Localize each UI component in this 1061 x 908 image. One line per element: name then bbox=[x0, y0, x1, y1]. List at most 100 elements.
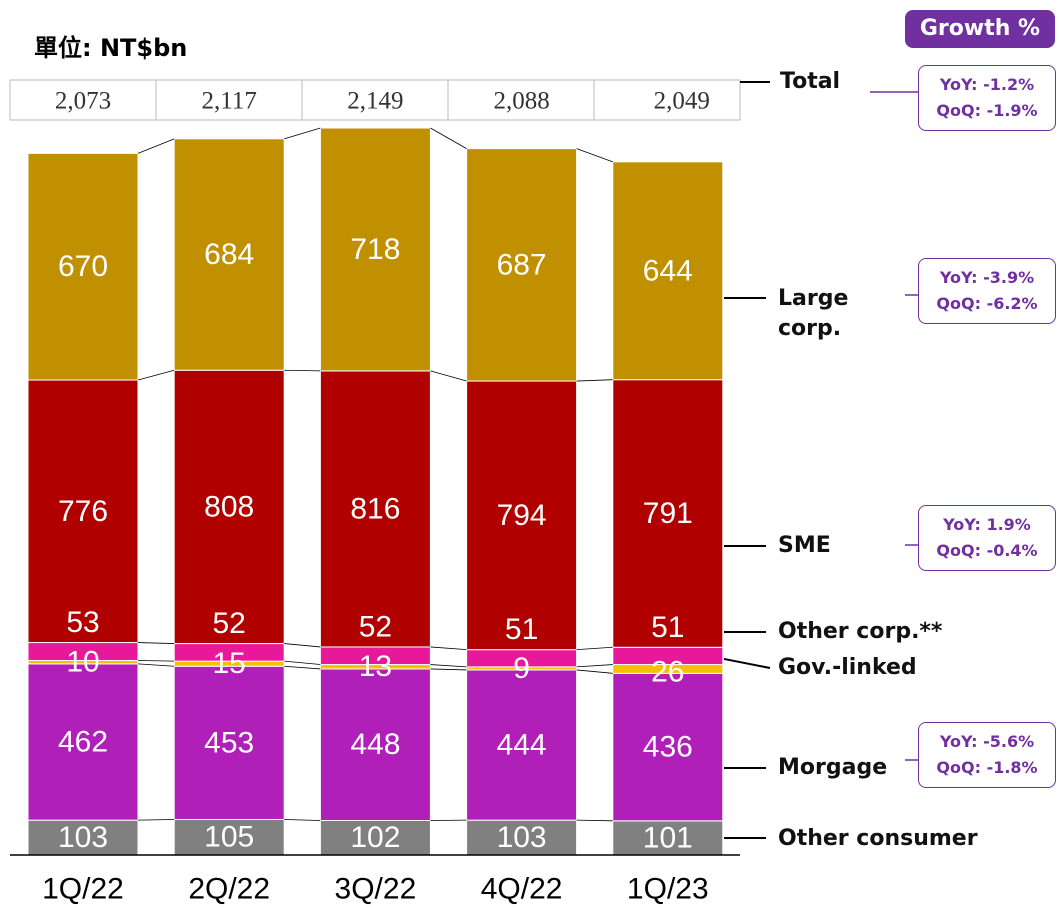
value-label: 687 bbox=[497, 248, 547, 281]
legend-label: Large corp. bbox=[778, 286, 849, 341]
value-label: 51 bbox=[651, 611, 684, 644]
value-label: 462 bbox=[58, 726, 108, 759]
legend-label: SME bbox=[778, 533, 831, 558]
growth-box: YoY: -5.6% QoQ: -1.8% bbox=[918, 722, 1056, 788]
connector bbox=[284, 665, 321, 670]
connector bbox=[576, 379, 613, 382]
totals-box bbox=[9, 79, 741, 121]
value-label: 52 bbox=[359, 610, 392, 643]
value-label: 26 bbox=[651, 655, 684, 688]
bar-segment bbox=[612, 161, 724, 381]
value-label: 53 bbox=[66, 606, 99, 639]
value-label: 670 bbox=[58, 250, 108, 283]
value-label: 808 bbox=[204, 490, 254, 523]
connector bbox=[137, 663, 175, 667]
bar-segment bbox=[27, 663, 139, 821]
value-label: 718 bbox=[350, 233, 400, 266]
connector bbox=[284, 643, 321, 648]
total-label: 2,073 bbox=[55, 88, 111, 115]
connector bbox=[576, 669, 613, 674]
connector bbox=[430, 646, 467, 651]
growth-text: QoQ: -0.4% bbox=[936, 541, 1038, 560]
value-label: 453 bbox=[204, 726, 254, 759]
growth-text: QoQ: -1.8% bbox=[936, 758, 1038, 777]
connector bbox=[137, 138, 175, 154]
x-tick-label: 4Q/22 bbox=[481, 873, 563, 906]
x-tick-label: 1Q/22 bbox=[42, 873, 124, 906]
growth-box: YoY: -1.2% QoQ: -1.9% bbox=[918, 65, 1056, 131]
value-label: 13 bbox=[359, 650, 392, 683]
total-label: 2,117 bbox=[202, 88, 257, 115]
connector bbox=[284, 127, 321, 140]
connector bbox=[137, 642, 175, 644]
value-label: 51 bbox=[505, 613, 538, 646]
value-label: 52 bbox=[213, 607, 246, 640]
connector bbox=[137, 660, 175, 662]
bar-segment bbox=[27, 152, 139, 381]
bar-segment bbox=[173, 818, 285, 856]
growth-text: YoY: -3.9% bbox=[939, 268, 1035, 287]
bar-segment bbox=[319, 370, 431, 648]
unit-label: 單位: NT$bn bbox=[34, 34, 187, 62]
bar-segment bbox=[466, 148, 578, 382]
value-label: 816 bbox=[350, 492, 400, 525]
connector bbox=[284, 369, 321, 372]
growth-title: Growth % bbox=[905, 10, 1055, 48]
connector bbox=[430, 664, 467, 668]
value-label: 791 bbox=[643, 497, 693, 530]
value-label: 102 bbox=[350, 821, 400, 854]
legend-label: Other corp.** bbox=[778, 619, 943, 644]
bar-segment bbox=[466, 380, 578, 651]
connector bbox=[430, 127, 467, 149]
legend-label: Gov.-linked bbox=[778, 655, 917, 680]
bar-segment bbox=[27, 379, 139, 644]
value-label: 776 bbox=[58, 495, 108, 528]
value-label: 10 bbox=[66, 646, 99, 679]
connector bbox=[576, 664, 613, 668]
bar-segment bbox=[173, 138, 285, 371]
bar-segment bbox=[173, 665, 285, 820]
value-label: 436 bbox=[643, 731, 693, 764]
growth-text: YoY: -1.2% bbox=[939, 75, 1035, 94]
bar-segment bbox=[319, 819, 431, 856]
connector bbox=[284, 819, 321, 821]
value-label: 448 bbox=[350, 728, 400, 761]
legend-line bbox=[723, 657, 771, 669]
connector bbox=[137, 369, 175, 381]
legend-label: Other consumer bbox=[778, 826, 978, 851]
growth-text: QoQ: -1.9% bbox=[936, 101, 1038, 120]
x-tick-label: 1Q/23 bbox=[627, 873, 709, 906]
connector bbox=[430, 370, 467, 382]
growth-text: YoY: 1.9% bbox=[943, 515, 1031, 534]
value-label: 644 bbox=[643, 254, 693, 287]
value-label: 9 bbox=[513, 652, 530, 685]
connector bbox=[576, 819, 613, 822]
legend-label: Morgage bbox=[778, 755, 888, 780]
growth-box: YoY: 1.9% QoQ: -0.4% bbox=[918, 505, 1056, 571]
value-label: 794 bbox=[497, 499, 547, 532]
legend-label: Total bbox=[780, 69, 841, 94]
total-label: 2,149 bbox=[347, 88, 403, 115]
connector bbox=[284, 660, 321, 665]
growth-text: QoQ: -6.2% bbox=[936, 294, 1038, 313]
connector bbox=[576, 646, 613, 651]
value-label: 444 bbox=[497, 729, 547, 762]
connector bbox=[576, 148, 613, 163]
connector bbox=[430, 668, 467, 671]
growth-box: YoY: -3.9% QoQ: -6.2% bbox=[918, 258, 1056, 324]
total-label: 2,088 bbox=[493, 88, 549, 115]
bar-segment bbox=[466, 819, 578, 856]
connector bbox=[137, 819, 175, 821]
value-label: 105 bbox=[204, 821, 254, 854]
total-label: 2,049 bbox=[654, 88, 710, 115]
bar-segment bbox=[612, 820, 724, 856]
bar-segment bbox=[319, 127, 431, 372]
bar-segment bbox=[612, 672, 724, 822]
value-label: 15 bbox=[213, 647, 246, 680]
value-label: 103 bbox=[497, 821, 547, 854]
value-label: 684 bbox=[204, 238, 254, 271]
x-tick-label: 2Q/22 bbox=[188, 873, 270, 906]
value-label: 103 bbox=[58, 821, 108, 854]
